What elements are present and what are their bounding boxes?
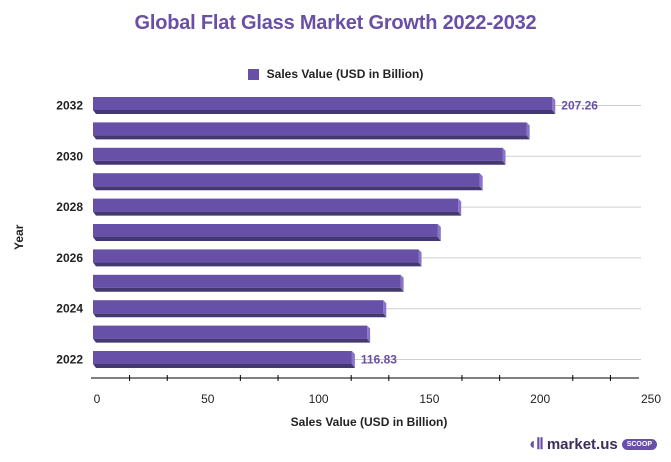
bar-end-face [552, 97, 556, 114]
bar-2029 [93, 173, 480, 187]
y-tick-label: 2032 [56, 99, 83, 113]
bar-2027 [93, 224, 438, 237]
y-tick-label: 2024 [56, 302, 83, 316]
bar-end-face [351, 351, 355, 368]
bar-2028 [93, 198, 459, 212]
data-label: 116.83 [361, 353, 397, 367]
bar-shadow [93, 237, 441, 241]
y-tick-label: 2028 [56, 200, 83, 214]
y-tick-label: 2030 [56, 149, 83, 163]
bar-end-face [526, 122, 530, 140]
bar-2026 [93, 249, 419, 263]
bar-end-face [458, 198, 462, 216]
legend-label: Sales Value (USD in Billion) [266, 67, 424, 81]
bar-2031 [93, 122, 527, 136]
bar-end-face [479, 173, 483, 191]
x-axis-label: Sales Value (USD in Billion) [291, 415, 448, 429]
y-tick-label: 2026 [56, 251, 83, 265]
bar-2023 [93, 325, 368, 339]
x-tick-label: 250 [641, 392, 661, 406]
bar-shadow [93, 338, 371, 343]
bar-shadow [93, 135, 530, 140]
bar-2032 [93, 97, 553, 110]
bar-end-face [383, 300, 387, 318]
x-tick-label: 50 [201, 392, 215, 406]
x-tick-label: 0 [94, 392, 101, 406]
bar-shadow [93, 287, 404, 292]
x-tick-label: 200 [530, 392, 550, 406]
brand-watermark: ◖Ⅱ market.us SCOOP [527, 434, 657, 454]
bar-shadow [93, 110, 556, 114]
y-tick-label: 2022 [56, 353, 83, 367]
data-label: 207.26 [561, 99, 598, 113]
x-tick-label: 150 [419, 392, 439, 406]
bar-shadow [93, 160, 506, 165]
bar-shadow [93, 186, 483, 191]
bar-2022 [93, 351, 352, 364]
bar-shadow [93, 313, 387, 318]
bar-end-face [418, 249, 422, 267]
bar-end-face [502, 147, 506, 165]
bar-2024 [93, 300, 384, 314]
bar-end-face [400, 274, 404, 292]
chart-legend: Sales Value (USD in Billion) [0, 67, 671, 81]
brand-badge: SCOOP [621, 438, 657, 450]
legend-swatch [247, 68, 259, 80]
bar-shadow [93, 211, 462, 216]
x-tick-label: 100 [309, 392, 329, 406]
market-us-logo-icon: ◖Ⅱ [527, 436, 544, 453]
chart-title: Global Flat Glass Market Growth 2022-203… [134, 12, 537, 34]
bar-shadow [93, 262, 422, 267]
bar-end-face [367, 325, 371, 343]
bar-2025 [93, 274, 401, 288]
bar-2030 [93, 147, 503, 161]
bar-shadow [93, 364, 355, 368]
bar-end-face [437, 224, 441, 241]
brand-name: market.us [546, 435, 618, 453]
